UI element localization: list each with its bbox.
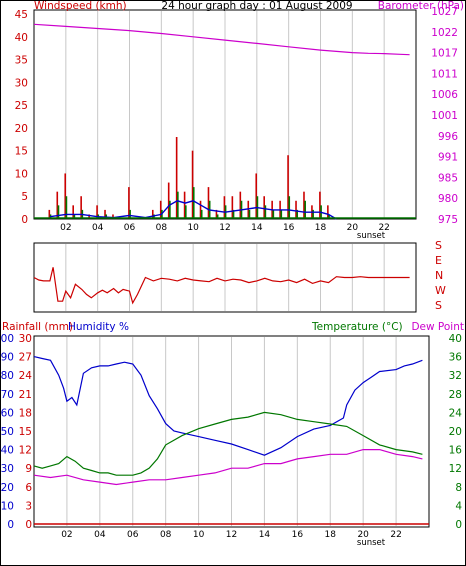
sunset-label-bottom: sunset (357, 538, 386, 548)
barometer-tick-975: 975 (438, 214, 458, 226)
humidity-xtick-20: 20 (357, 530, 369, 540)
direction-label-2: N (435, 269, 443, 282)
rainfall-tick-6: 6 (25, 482, 32, 494)
humidity-tick-70: 70 (1, 389, 14, 401)
humidity-tick-60: 60 (1, 407, 14, 419)
temperature-tick-8: 8 (455, 482, 462, 494)
humidity-xtick-18: 18 (325, 530, 337, 540)
windspeed-tick-25: 25 (15, 100, 28, 112)
humidity-xtick-22: 22 (390, 530, 401, 540)
temperature-tick-20: 20 (449, 426, 462, 438)
humidity-xtick-10: 10 (193, 530, 205, 540)
windspeed-tick-15: 15 (15, 146, 28, 158)
rainfall-tick-21: 21 (19, 389, 32, 401)
wind-xtick-20: 20 (347, 223, 359, 233)
windspeed-tick-30: 30 (15, 77, 28, 89)
humidity-line (33, 356, 423, 456)
humidity-tick-40: 40 (1, 445, 14, 457)
humidity-axis-label: Humidity % (68, 321, 129, 333)
rainfall-tick-9: 9 (25, 463, 32, 475)
humidity-tick-80: 80 (1, 370, 14, 382)
barometer-line (33, 23, 410, 56)
direction-label-1: E (435, 254, 442, 267)
humidity-xtick-16: 16 (292, 530, 304, 540)
temperature-tick-0: 0 (455, 519, 462, 531)
temperature-tick-36: 36 (449, 352, 463, 364)
humidity-xtick-06: 06 (127, 530, 139, 540)
temperature-tick-24: 24 (449, 407, 463, 419)
wind-xtick-06: 06 (124, 223, 136, 233)
barometer-tick-991: 991 (438, 152, 458, 164)
barometer-tick-1017: 1017 (431, 48, 458, 60)
humidity-tick-100: 100 (0, 333, 14, 345)
wind-direction-line (33, 267, 410, 305)
dewpoint-axis-label: Dew Point (411, 321, 464, 333)
wind-xtick-04: 04 (92, 223, 104, 233)
humidity-xtick-08: 08 (160, 530, 172, 540)
temperature-axis-label: Temperature (°C) (311, 321, 403, 333)
rainfall-tick-0: 0 (25, 519, 32, 531)
wind-chart-title: 24 hour graph day : 01 August 2009 (161, 0, 352, 12)
rainfall-tick-3: 3 (25, 500, 32, 512)
wind-xtick-14: 14 (251, 223, 263, 233)
direction-label-0: S (435, 239, 442, 252)
windspeed-tick-5: 5 (21, 191, 28, 203)
direction-label-3: W (435, 284, 446, 297)
barometer-axis-label: Barometer (hPa) (378, 0, 464, 12)
sunset-label-top: sunset (357, 231, 386, 241)
humidity-xtick-04: 04 (94, 530, 106, 540)
humidity-xtick-14: 14 (259, 530, 271, 540)
dewpoint-line (33, 449, 423, 486)
wind-xtick-08: 08 (156, 223, 168, 233)
humidity-tick-0: 0 (7, 519, 14, 531)
humidity-tick-20: 20 (1, 482, 14, 494)
wind-xtick-16: 16 (283, 223, 295, 233)
temperature-tick-40: 40 (449, 333, 462, 345)
barometer-tick-1022: 1022 (431, 27, 458, 39)
temperature-tick-4: 4 (455, 500, 462, 512)
wind-xtick-02: 02 (60, 223, 71, 233)
rain-humidity-temp-panel: 0010320630940125015601870218024902710030… (0, 321, 464, 548)
humidity-tick-50: 50 (1, 426, 14, 438)
windspeed-tick-0: 0 (21, 214, 28, 226)
temperature-tick-28: 28 (449, 389, 462, 401)
barometer-tick-1011: 1011 (431, 68, 458, 80)
rainfall-tick-24: 24 (19, 370, 33, 382)
temperature-tick-16: 16 (449, 445, 463, 457)
wind-xtick-22: 22 (378, 223, 389, 233)
rainfall-tick-12: 12 (19, 445, 32, 457)
rainfall-tick-27: 27 (19, 352, 32, 364)
wind-barometer-panel: 0 5 10 15 20 25 30 35 40 45 975 980 985 991 996 1001 10… (15, 0, 464, 241)
windspeed-tick-45: 45 (15, 9, 28, 21)
wind-xtick-18: 18 (315, 223, 327, 233)
windspeed-tick-10: 10 (15, 168, 28, 180)
direction-label-4: S (435, 299, 442, 312)
barometer-tick-996: 996 (438, 131, 458, 143)
barometer-tick-1001: 1001 (431, 110, 458, 122)
barometer-tick-1006: 1006 (431, 89, 458, 101)
humidity-tick-10: 10 (1, 500, 14, 512)
rainfall-axis-label: Rainfall (mm) (2, 321, 73, 333)
wind-xtick-12: 12 (219, 223, 230, 233)
humidity-tick-30: 30 (1, 463, 14, 475)
windspeed-tick-35: 35 (15, 55, 28, 67)
humidity-xtick-12: 12 (226, 530, 237, 540)
temperature-line (33, 411, 423, 476)
temperature-tick-12: 12 (449, 463, 462, 475)
rainfall-tick-18: 18 (19, 407, 32, 419)
barometer-tick-1027: 1027 (431, 6, 458, 18)
humidity-xtick-02: 02 (61, 530, 72, 540)
windspeed-tick-40: 40 (15, 32, 28, 44)
humidity-tick-90: 90 (1, 352, 14, 364)
rainfall-tick-15: 15 (19, 426, 32, 438)
wind-xtick-10: 10 (187, 223, 199, 233)
temperature-tick-32: 32 (449, 370, 462, 382)
rainfall-tick-30: 30 (19, 333, 32, 345)
barometer-tick-985: 985 (438, 172, 458, 184)
windspeed-axis-label: Windspeed (kmh) (34, 0, 127, 12)
windspeed-tick-20: 20 (15, 123, 28, 135)
barometer-tick-980: 980 (438, 193, 458, 205)
